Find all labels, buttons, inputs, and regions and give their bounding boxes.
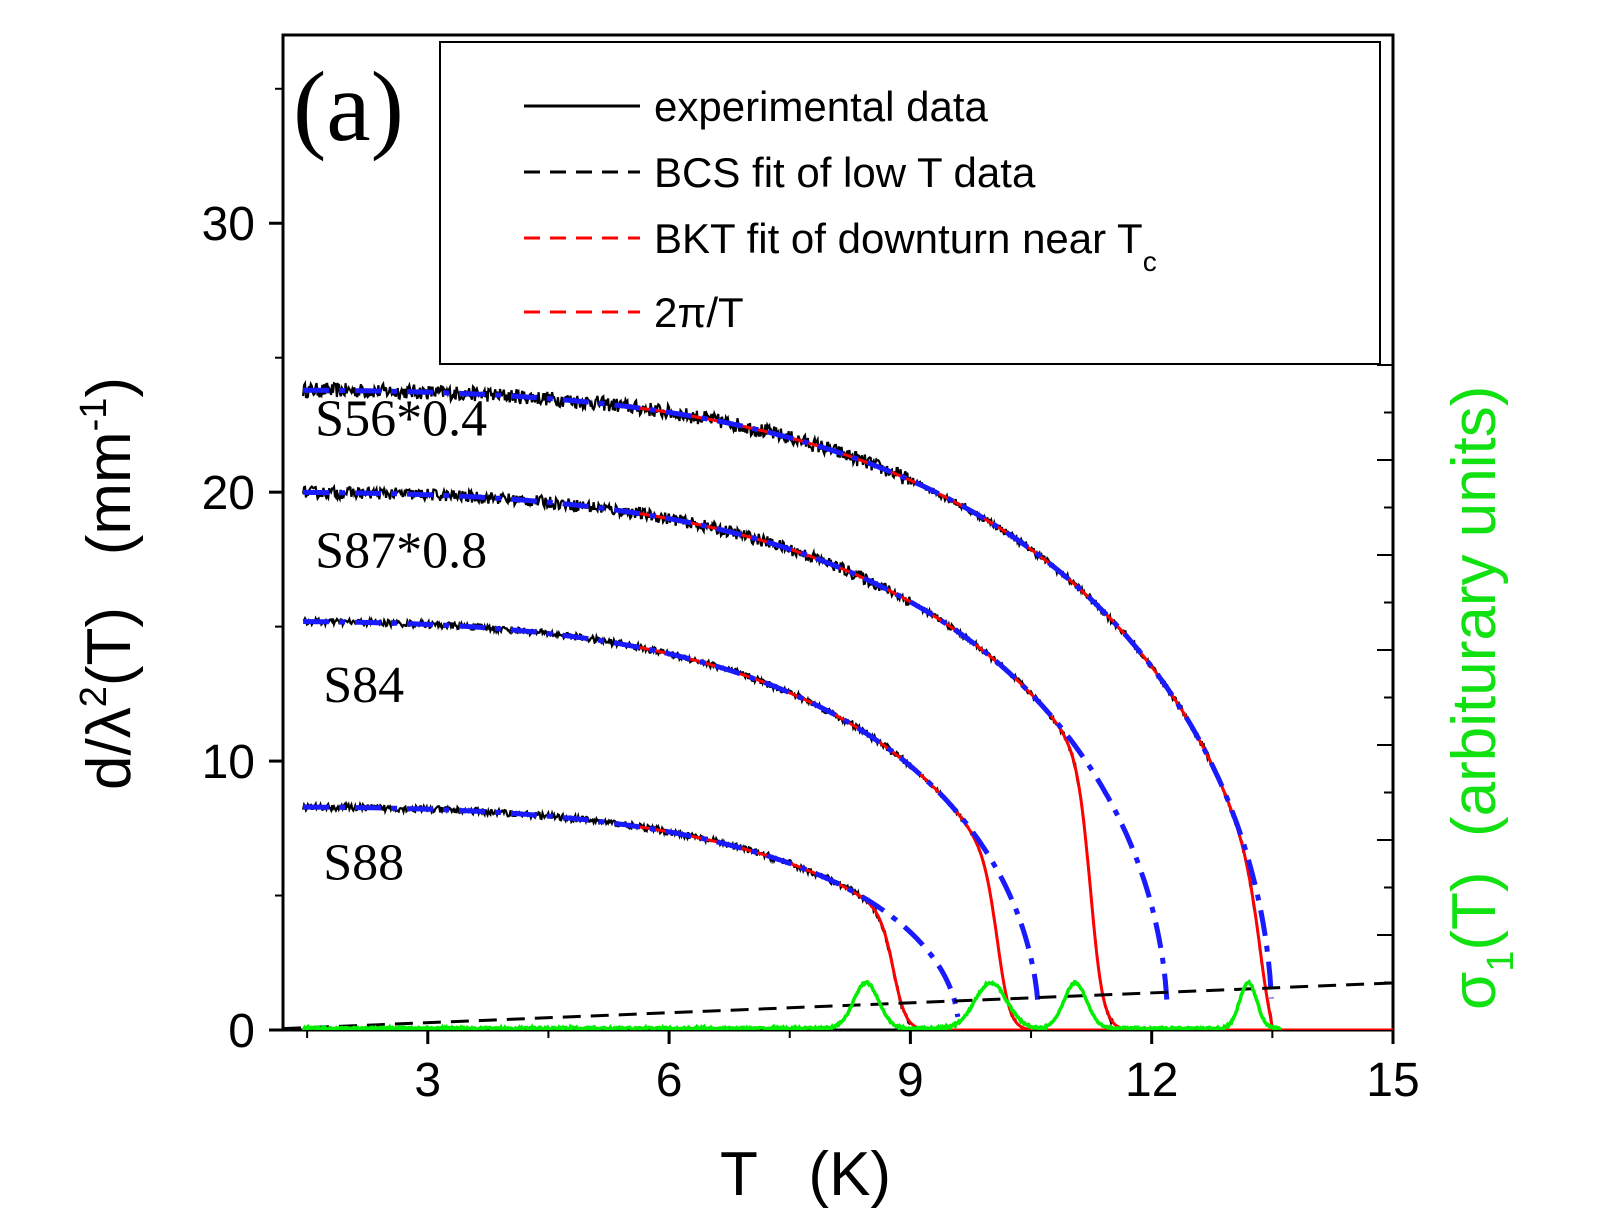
y-tick-label: 30 bbox=[202, 198, 255, 251]
y-label-sup2: -1 bbox=[73, 398, 115, 432]
y-right-sigma: σ bbox=[1440, 972, 1509, 1010]
x-tick-label: 3 bbox=[414, 1054, 441, 1107]
bcs-fit-S87*0.8 bbox=[303, 489, 1170, 1003]
legend-label-bkt-main: BKT fit of downturn near T bbox=[654, 215, 1143, 262]
legend-label-experimental: experimental data bbox=[654, 83, 989, 130]
sample-label-S84: S84 bbox=[323, 657, 404, 714]
y-tick-labels: 0 10 20 30 bbox=[202, 198, 255, 1058]
sample-labels: S56*0.4 S87*0.8 S84 S88 bbox=[315, 391, 487, 892]
x-axis-title: T (K) bbox=[720, 1140, 891, 1209]
experimental-curve-S84 bbox=[302, 615, 1329, 1030]
y-right-sub: 1 bbox=[1480, 951, 1522, 972]
x-tick-label: 6 bbox=[656, 1054, 683, 1107]
legend-label-bkt-sub: c bbox=[1143, 246, 1157, 277]
y-label-sup: 2 bbox=[73, 686, 115, 707]
bkt-fit-S84 bbox=[628, 643, 1393, 1030]
y-right-rest: (T) (arbiturary units) bbox=[1440, 386, 1509, 951]
bkt-fit-S56*0.4 bbox=[628, 405, 1393, 1030]
y-label-middle: (T) (mm bbox=[75, 431, 144, 686]
bkt-fit-S87*0.8 bbox=[628, 510, 1393, 1030]
sample-label-S88: S88 bbox=[323, 834, 404, 891]
plot-frame bbox=[281, 33, 1395, 1032]
bcs-fit-S88 bbox=[303, 804, 961, 1018]
legend-label-bkt: BKT fit of downturn near Tc bbox=[654, 215, 1157, 277]
y-tick-label: 0 bbox=[228, 1005, 255, 1058]
x-tick-label: 9 bbox=[897, 1054, 924, 1107]
x-tick-labels: 3 6 9 12 15 bbox=[414, 1054, 1419, 1107]
y-label-prefix: d/ bbox=[75, 738, 144, 790]
y-axis-title-right: σ1(T) (arbiturary units) bbox=[1440, 386, 1522, 1010]
y-axis-title-left: d/λ2(T) (mm-1) bbox=[73, 377, 144, 790]
legend-label-bcs: BCS fit of low T data bbox=[654, 149, 1036, 196]
sample-label-S56*0.4: S56*0.4 bbox=[315, 391, 487, 448]
legend-label-2pi: 2π/T bbox=[654, 289, 744, 336]
data-curves bbox=[283, 379, 1393, 1030]
y-tick-label: 10 bbox=[202, 736, 255, 789]
axis-ticks bbox=[269, 87, 1395, 1044]
y-tick-label: 20 bbox=[202, 467, 255, 520]
x-tick-label: 15 bbox=[1366, 1054, 1419, 1107]
two-pi-over-t-line bbox=[283, 981, 1393, 1030]
legend: experimental data BCS fit of low T data … bbox=[439, 41, 1381, 365]
sigma1-curve bbox=[301, 979, 1282, 1030]
legend-box bbox=[439, 41, 1381, 365]
y-label-suffix: ) bbox=[75, 377, 144, 398]
y-label-lambda: λ bbox=[75, 707, 144, 738]
experimental-curve-S88 bbox=[302, 800, 1329, 1030]
bcs-fit-S56*0.4 bbox=[303, 387, 1274, 999]
sample-label-S87*0.8: S87*0.8 bbox=[315, 522, 487, 579]
x-tick-label: 12 bbox=[1125, 1054, 1178, 1107]
bcs-fit-S84 bbox=[303, 619, 1041, 1008]
panel-label: (a) bbox=[293, 51, 404, 162]
